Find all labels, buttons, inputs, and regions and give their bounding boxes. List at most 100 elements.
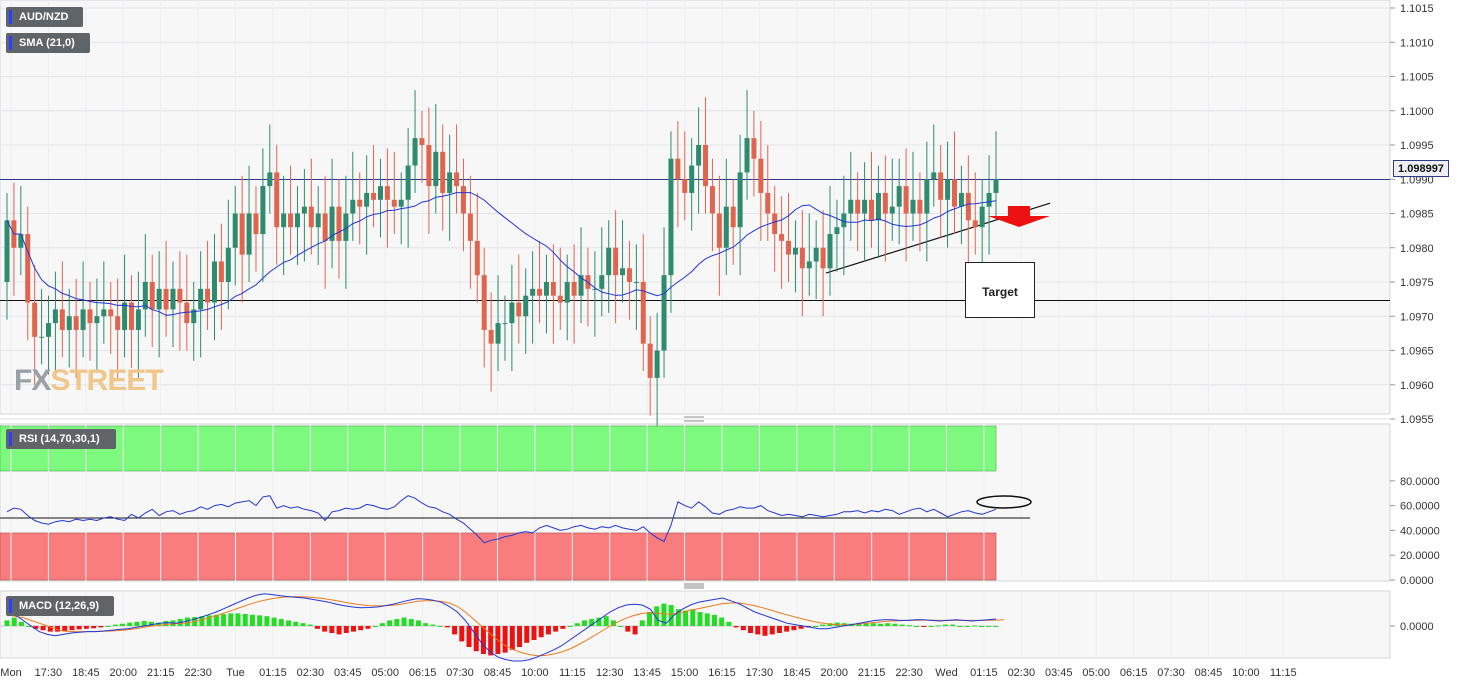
price-panel bbox=[0, 0, 1391, 415]
macd-histogram-bar bbox=[798, 626, 804, 629]
candle-body bbox=[357, 199, 363, 207]
candle-body bbox=[689, 165, 695, 193]
candle-body bbox=[875, 192, 881, 221]
macd-histogram-bar bbox=[784, 626, 790, 632]
macd-histogram-bar bbox=[271, 617, 277, 626]
macd-histogram-bar bbox=[401, 617, 407, 626]
macd-histogram-bar bbox=[300, 623, 306, 626]
price-axis-label: 1.1010 bbox=[1400, 37, 1434, 49]
candle-body bbox=[938, 172, 944, 200]
macd-label[interactable]: MACD (12,26,9) bbox=[6, 596, 114, 616]
candle-body bbox=[336, 206, 342, 241]
candle-body bbox=[260, 186, 266, 235]
macd-histogram-bar bbox=[993, 626, 999, 627]
macd-histogram-bar bbox=[358, 626, 364, 631]
candle-body bbox=[827, 234, 833, 269]
macd-histogram-bar bbox=[964, 626, 970, 627]
candle-body bbox=[606, 247, 612, 276]
macd-histogram-bar bbox=[83, 626, 89, 629]
macd-histogram-bar bbox=[184, 617, 190, 626]
candle-body bbox=[467, 213, 473, 241]
macd-histogram-bar bbox=[892, 623, 898, 626]
candle-body bbox=[343, 213, 349, 241]
candle-body bbox=[198, 288, 204, 310]
time-axis-label: 20:00 bbox=[820, 667, 848, 679]
candle-body bbox=[391, 199, 397, 207]
macd-histogram-bar bbox=[538, 626, 544, 638]
candle-body bbox=[792, 247, 798, 255]
candle-body bbox=[177, 288, 183, 303]
rsi-line bbox=[6, 495, 997, 544]
macd-histogram-bar bbox=[69, 626, 75, 631]
macd-histogram-bar bbox=[776, 626, 782, 633]
price-axis-label: 1.0980 bbox=[1400, 243, 1434, 255]
macd-histogram-bar bbox=[76, 626, 82, 630]
macd-histogram-bar bbox=[560, 626, 566, 629]
macd-histogram-bar bbox=[856, 623, 862, 626]
macd-histogram-bar bbox=[105, 626, 111, 627]
candle-body bbox=[80, 309, 86, 330]
macd-histogram-bar bbox=[697, 612, 703, 626]
macd-histogram-bar bbox=[148, 621, 154, 626]
macd-histogram-bar bbox=[509, 626, 515, 650]
macd-histogram-bar bbox=[430, 624, 436, 626]
macd-histogram-bar bbox=[683, 610, 689, 626]
splitter-handle-2[interactable] bbox=[684, 583, 704, 589]
candle-body bbox=[910, 199, 916, 214]
candle-body bbox=[654, 350, 660, 378]
macd-histogram-bar bbox=[646, 612, 652, 626]
macd-histogram-bar bbox=[242, 613, 248, 626]
price-axis-label: 1.0965 bbox=[1400, 346, 1434, 358]
macd-histogram-bar bbox=[213, 614, 219, 626]
candle-body bbox=[661, 275, 667, 351]
candle-body bbox=[377, 186, 383, 200]
macd-histogram-bar bbox=[336, 626, 342, 635]
sma-label[interactable]: SMA (21,0) bbox=[6, 33, 90, 53]
time-axis-label: 22:30 bbox=[184, 667, 212, 679]
macd-histogram-bar bbox=[459, 626, 465, 642]
macd-histogram-bar bbox=[33, 626, 39, 629]
candle-body bbox=[232, 213, 238, 248]
macd-histogram-bar bbox=[329, 626, 335, 633]
macd-histogram-bar bbox=[726, 621, 732, 626]
time-axis-label: 22:30 bbox=[895, 667, 923, 679]
macd-histogram-bar bbox=[408, 619, 414, 626]
price-axis-label: 1.1015 bbox=[1400, 3, 1434, 15]
candle-body bbox=[45, 323, 51, 337]
macd-histogram-bar bbox=[755, 626, 761, 635]
macd-line bbox=[6, 593, 997, 662]
candle-body bbox=[855, 199, 861, 214]
macd-histogram-bar bbox=[163, 620, 169, 626]
candle-body bbox=[184, 302, 190, 324]
symbol-label[interactable]: AUD/NZD bbox=[6, 7, 83, 27]
fxstreet-watermark: FXSTREET bbox=[14, 364, 164, 398]
macd-histogram-bar bbox=[278, 619, 284, 626]
time-axis-label: 20:00 bbox=[109, 667, 137, 679]
candle-body bbox=[820, 247, 826, 269]
candle-body bbox=[703, 145, 709, 187]
candle-body bbox=[460, 186, 466, 214]
macd-histogram-bar bbox=[531, 626, 537, 640]
macd-histogram-bar bbox=[62, 626, 68, 632]
rsi-label[interactable]: RSI (14,70,30,1) bbox=[6, 429, 116, 449]
candle-body bbox=[122, 302, 128, 330]
candle-body bbox=[73, 316, 79, 330]
time-axis-label: 05:00 bbox=[371, 667, 399, 679]
rsi-axis-label: 80.0000 bbox=[1400, 476, 1440, 488]
macd-histogram-bar bbox=[206, 615, 212, 626]
macd-histogram-bar bbox=[596, 617, 602, 626]
macd-histogram-bar bbox=[307, 624, 313, 626]
time-axis-label: Mon bbox=[0, 667, 21, 679]
candle-body bbox=[668, 158, 674, 276]
price-axis-label: 1.0985 bbox=[1400, 209, 1434, 221]
macd-histogram-bar bbox=[762, 626, 768, 636]
candle-body bbox=[288, 213, 294, 228]
watermark-street: STREET bbox=[50, 364, 163, 397]
oversold-zone bbox=[0, 532, 997, 581]
time-axis-label: 12:30 bbox=[596, 667, 624, 679]
time-axis-label: 03:45 bbox=[334, 667, 362, 679]
candle-body bbox=[882, 192, 888, 214]
candle-body bbox=[647, 343, 653, 378]
candle-body bbox=[571, 282, 577, 296]
